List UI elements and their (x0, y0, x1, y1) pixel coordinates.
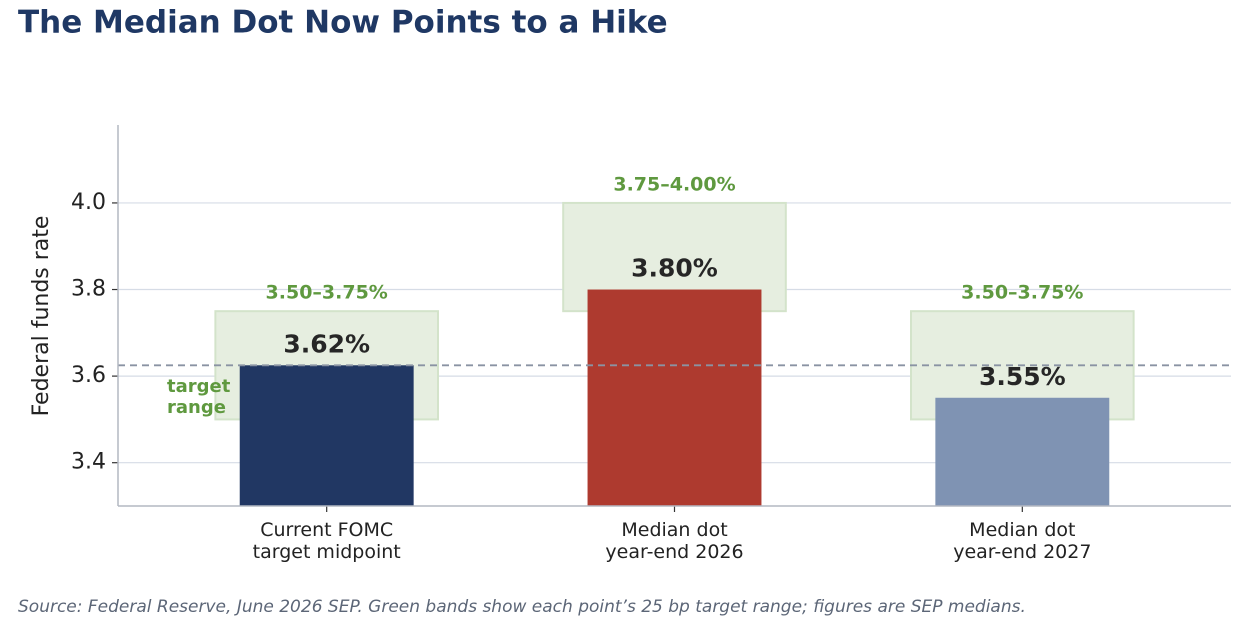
range-label: 3.50–3.75% (266, 282, 388, 304)
bar (239, 365, 414, 506)
bar (935, 397, 1110, 506)
annotation: target range (167, 376, 231, 418)
chart-title: The Median Dot Now Points to a Hike (18, 5, 668, 41)
x-tick-label: Median dot year-end 2026 (605, 519, 743, 563)
x-tick-label: Median dot year-end 2027 (953, 519, 1091, 563)
range-label: 3.50–3.75% (961, 282, 1083, 304)
y-tick-label: 3.6 (71, 363, 106, 388)
bar (587, 289, 762, 506)
y-axis-label: Federal funds rate (29, 216, 54, 417)
range-label: 3.75–4.00% (613, 173, 735, 195)
source-note: Source: Federal Reserve, June 2026 SEP. … (18, 597, 1026, 617)
y-tick-label: 4.0 (71, 190, 106, 215)
value-label: 3.80% (631, 254, 718, 283)
value-label: 3.55% (979, 362, 1066, 391)
y-tick-label: 3.8 (71, 277, 106, 302)
value-label: 3.62% (283, 329, 370, 358)
y-tick-label: 3.4 (71, 450, 106, 475)
x-tick-label: Current FOMC target midpoint (253, 519, 401, 563)
